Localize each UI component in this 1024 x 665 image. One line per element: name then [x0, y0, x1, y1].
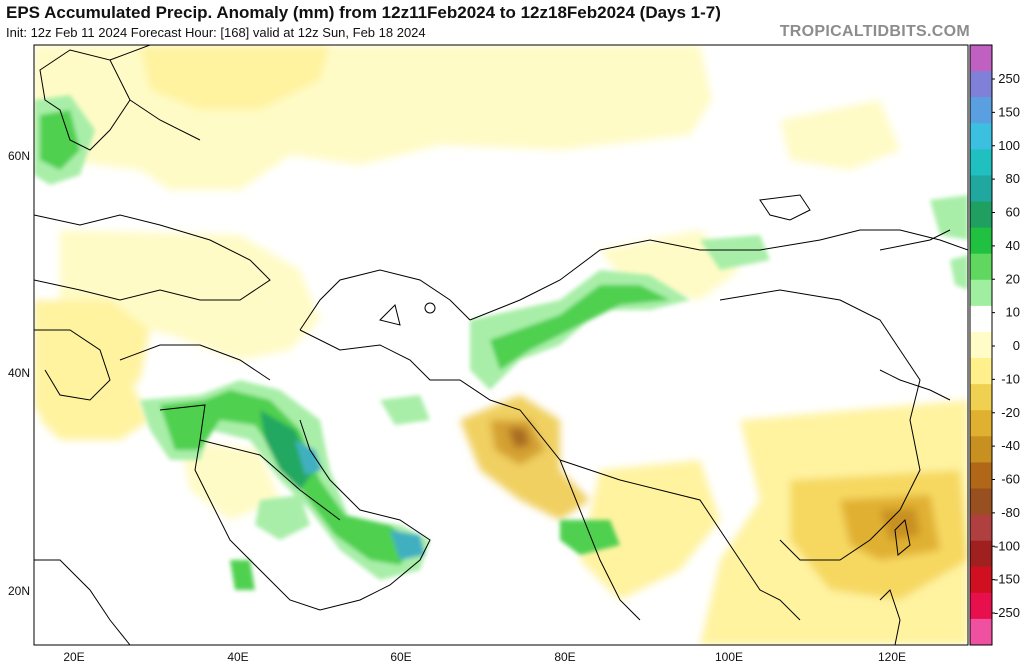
lat-label-60n: 60N: [8, 149, 30, 163]
colorbar-label: 60: [1006, 205, 1020, 220]
colorbar-label: 10: [1006, 305, 1020, 320]
site-watermark: TROPICALTIDBITS.COM: [779, 23, 970, 40]
colorbar-swatch: [970, 279, 992, 307]
colorbar-swatch: [970, 331, 992, 359]
colorbar-swatch: [970, 227, 992, 255]
colorbar-label: 20: [1006, 271, 1020, 286]
colorbar-label: 150: [998, 104, 1020, 119]
colorbar-swatch: [970, 149, 992, 176]
colorbar-swatch: [970, 253, 992, 281]
map-title: EPS Accumulated Precip. Anomaly (mm) fro…: [6, 3, 721, 22]
colorbar-label: 100: [998, 138, 1020, 153]
colorbar-swatch: [970, 540, 992, 568]
colorbar-label: -100: [994, 538, 1020, 553]
latitude-labels: 60N 40N 20N: [8, 149, 30, 598]
colorbar-label: 80: [1006, 171, 1020, 186]
lon-label-60e: 60E: [390, 650, 411, 664]
longitude-labels: 20E 40E 60E 80E 100E 120E: [63, 650, 906, 664]
colorbar-swatch: [970, 123, 992, 150]
colorbar-swatch: [970, 358, 992, 385]
colorbar-swatch: [970, 566, 992, 594]
map-frame: [33, 44, 969, 646]
lat-label-40n: 40N: [8, 366, 30, 380]
colorbar-swatch: [970, 618, 992, 646]
map-area: [34, 45, 968, 645]
colorbar-swatch: [970, 514, 992, 542]
lat-label-20n: 20N: [8, 584, 30, 598]
colorbar-swatch: [970, 436, 992, 463]
lon-label-80e: 80E: [554, 650, 575, 664]
colorbar-label: -80: [1001, 505, 1020, 520]
colorbar-label: 250: [998, 71, 1020, 86]
colorbar-label: 0: [1013, 338, 1020, 353]
colorbar-swatch: [970, 410, 992, 437]
colorbar-swatch: [970, 488, 992, 516]
colorbar-label: -40: [1001, 438, 1020, 453]
colorbar-swatch: [970, 384, 992, 411]
colorbar-label: -60: [1001, 472, 1020, 487]
colorbar-label: 40: [1006, 238, 1020, 253]
colorbar-label: -250: [994, 605, 1020, 620]
colorbar-swatch: [970, 175, 992, 203]
colorbar-swatch: [970, 592, 992, 620]
colorbar-label: -10: [1001, 371, 1020, 386]
lon-label-100e: 100E: [715, 650, 743, 664]
colorbar-swatch: [970, 45, 992, 72]
map-subtitle: Init: 12z Feb 11 2024 Forecast Hour: [16…: [6, 25, 426, 40]
colorbar-label: -150: [994, 572, 1020, 587]
coastlines-borders: [34, 45, 968, 645]
colorbar-label: -20: [1001, 405, 1020, 420]
wet-anomaly-fields: [34, 95, 968, 590]
colorbar-swatch: [970, 201, 992, 229]
lon-label-120e: 120E: [878, 650, 906, 664]
lon-label-20e: 20E: [63, 650, 84, 664]
colorbar-swatch: [970, 71, 992, 98]
colorbar-swatch: [970, 462, 992, 489]
colorbar-swatch: [970, 97, 992, 124]
lon-label-40e: 40E: [227, 650, 248, 664]
colorbar-frame: [969, 44, 993, 646]
colorbar-swatch: [970, 305, 992, 333]
colorbar: 25015010080604020100-10-20-40-60-80-100-…: [969, 44, 1020, 646]
